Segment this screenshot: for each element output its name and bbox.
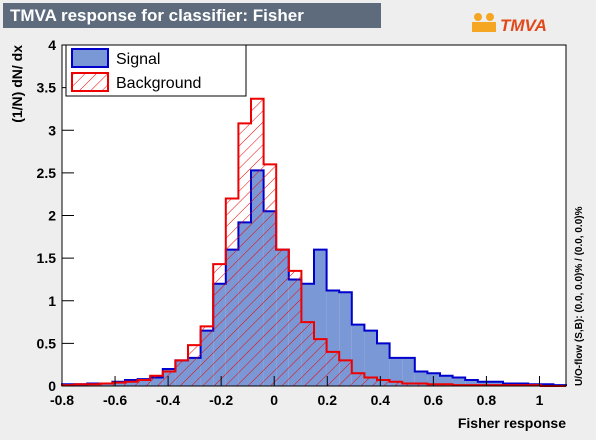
bar [351, 324, 365, 386]
x-axis-label: Fisher response [458, 415, 566, 431]
bar [314, 339, 327, 386]
bar [150, 375, 163, 386]
bar [213, 264, 226, 386]
y-tick-label: 1.5 [37, 250, 57, 266]
bar [188, 345, 201, 386]
x-tick-label: -0.4 [156, 392, 180, 408]
x-tick-label: 0.4 [371, 392, 391, 408]
x-tick-label: 1 [536, 392, 544, 408]
legend-label: Background [116, 75, 201, 92]
bar [175, 360, 188, 386]
x-tick-label: 0.8 [477, 392, 497, 408]
bar [465, 380, 478, 386]
bar [112, 382, 125, 386]
bar [339, 360, 352, 386]
legend-swatch [71, 48, 109, 68]
bar [125, 381, 138, 386]
bar [477, 381, 491, 386]
x-tick-label: 0 [270, 392, 278, 408]
y-tick-label: 0 [48, 378, 56, 394]
legend-swatch [71, 72, 109, 92]
title-box [3, 3, 381, 28]
y-tick-label: 2.5 [37, 165, 57, 181]
x-tick-label: -0.8 [50, 392, 74, 408]
overflow-note: U/O-flow (S,B): (0.0, 0.0)% / (0.0, 0.0)… [574, 206, 585, 386]
y-tick-label: 4 [48, 37, 56, 53]
bar [301, 322, 314, 386]
bar [402, 357, 415, 386]
bar [288, 270, 302, 386]
bar [364, 377, 377, 386]
bar [490, 381, 503, 386]
x-tick-label: 0.2 [318, 392, 338, 408]
x-tick-label: -0.6 [103, 392, 127, 408]
bar [351, 373, 365, 386]
bar [225, 198, 239, 386]
logo-text: TMVA [500, 16, 547, 35]
y-tick-label: 3.5 [37, 80, 57, 96]
y-tick-label: 0.5 [37, 335, 57, 351]
bar [414, 383, 428, 386]
bar [377, 380, 390, 386]
bar [440, 375, 453, 386]
bar [276, 249, 289, 386]
y-tick-label: 1 [48, 293, 56, 309]
bar [389, 381, 403, 386]
series [61, 97, 566, 387]
y-tick-label: 2 [48, 208, 56, 224]
bar [263, 164, 277, 386]
x-tick-label: 0.6 [424, 392, 444, 408]
legend-label: Signal [116, 51, 160, 68]
bar [364, 330, 377, 386]
chart-title: TMVA response for classifier: Fisher [10, 6, 304, 25]
outline [61, 97, 566, 387]
frame [61, 44, 567, 387]
bar [200, 326, 214, 386]
logo: TMVA [472, 13, 547, 35]
bar [452, 377, 466, 386]
y-axis-label: (1/N) dN/ dx [9, 45, 25, 123]
bar [238, 123, 251, 387]
y-tick-label: 3 [48, 122, 56, 138]
bar [326, 351, 340, 386]
bar [99, 383, 113, 386]
bar [377, 343, 390, 386]
bar [251, 98, 264, 387]
legend: Signal Background [65, 44, 247, 97]
bar [389, 357, 403, 386]
bar [402, 383, 415, 386]
bar [137, 380, 151, 386]
x-tick-label: -0.2 [209, 392, 233, 408]
bar [162, 371, 176, 386]
bar [414, 371, 428, 386]
